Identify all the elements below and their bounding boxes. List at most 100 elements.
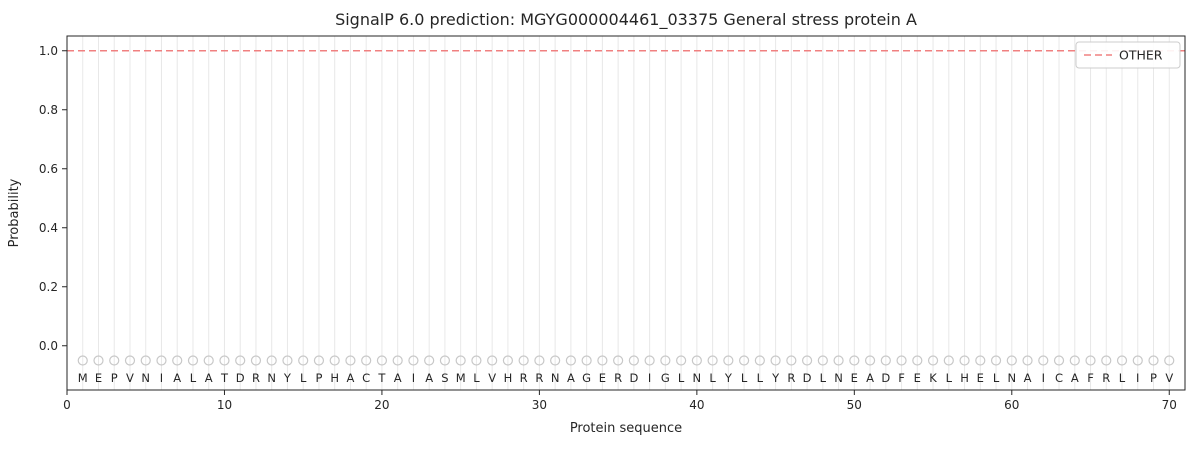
sequence-letter: N [267,371,276,385]
residue-marker [77,355,88,366]
residue-marker [235,355,246,366]
sequence-letter: D [629,371,638,385]
sequence-letter: M [456,371,466,385]
residue-marker [990,355,1002,366]
chart-title: SignalP 6.0 prediction: MGYG000004461_03… [335,10,917,30]
sequence-letter: R [787,371,795,385]
residue-marker [975,355,986,366]
residue-marker [1038,355,1049,366]
residue-marker [786,355,797,366]
residue-marker [93,355,104,366]
x-tick-label: 50 [847,398,862,412]
sequence-letter: D [803,371,812,385]
residue-marker [424,355,435,366]
residue-marker [439,355,451,366]
sequence-letter: Y [283,371,292,385]
residue-marker [801,355,813,366]
sequence-letter: K [929,371,937,385]
sequence-letter: L [709,371,716,385]
residue-marker [518,355,529,366]
y-tick-label: 0.8 [39,103,58,117]
sequence-letter: E [95,371,102,385]
sequence-letter: N [834,371,843,385]
sequence-letter: A [1071,371,1079,385]
residue-marker [376,355,388,366]
sequence-letter: R [535,371,543,385]
residue-marker [660,355,671,366]
residue-marker [896,355,907,366]
residue-marker [927,355,939,366]
residue-marker [1101,355,1112,366]
sequence-letter: I [1042,371,1045,385]
sequence-letter: L [300,371,307,385]
sequence-letter: I [1136,371,1139,385]
sequence-letter: I [412,371,415,385]
residue-marker [912,355,923,366]
sequence-letter: L [473,371,480,385]
residue-marker [581,355,592,366]
residue-marker [754,355,765,366]
residue-marker [502,355,514,366]
residue-marker [471,355,482,366]
y-tick-label: 0.4 [39,221,58,235]
sequence-letter: H [330,371,339,385]
residue-marker [849,355,860,366]
sequence-letter: N [551,371,560,385]
x-tick-label: 70 [1162,398,1177,412]
sequence-letter: E [599,371,606,385]
sequence-letter: A [173,371,181,385]
sequence-letter: A [866,371,874,385]
x-tick-label: 60 [1004,398,1019,412]
residue-marker [250,355,262,366]
sequence-letter: N [1007,371,1016,385]
residue-marker [864,355,876,366]
residue-marker [613,355,624,366]
sequence-letter: V [488,371,496,385]
sequence-letter: F [898,371,905,385]
sequence-letter: P [315,371,322,385]
sequence-letter: L [678,371,685,385]
sequence-letter: R [614,371,622,385]
sequence-letter: I [648,371,651,385]
sequence-letter: V [1165,371,1173,385]
residue-marker [707,355,718,366]
sequence-letter: E [977,371,984,385]
sequence-letter: R [1102,371,1110,385]
y-tick-label: 0.0 [39,339,58,353]
residue-marker [691,355,702,366]
residue-marker [219,355,230,366]
sequence-letter: R [252,371,260,385]
residue-marker [1148,355,1159,366]
plot-area [66,35,1186,391]
residue-marker [345,355,356,366]
residue-marker [1022,355,1033,366]
residue-marker [282,355,293,366]
residue-marker [534,355,545,366]
residue-marker [1085,355,1096,366]
sequence-letter: T [377,371,386,385]
sequence-letter: E [851,371,858,385]
sequence-letter: A [567,371,575,385]
sequence-letter: P [1150,371,1157,385]
sequence-letter: A [425,371,433,385]
sequence-letter: Y [724,371,733,385]
residue-marker [880,355,891,366]
sequence-letter: V [126,371,134,385]
residue-marker [1116,355,1128,366]
residue-marker [140,355,151,366]
residue-marker [487,355,498,366]
sequence-letter: A [205,371,213,385]
x-tick-label: 40 [689,398,704,412]
x-tick-label: 10 [217,398,232,412]
x-axis-label: Protein sequence [570,421,682,436]
sequence-letter: G [582,371,591,385]
sequence-letter: N [141,371,150,385]
axis-ticks-group: 0.0 0.2 0.4 0.6 0.8 1.0 0 10 20 30 40 50 60 70 [39,44,1177,412]
sequence-letter: Y [771,371,780,385]
residue-marker [1006,355,1017,366]
sequence-letter: L [820,371,827,385]
residue-marker [298,355,309,366]
residue-marker [1132,355,1143,366]
